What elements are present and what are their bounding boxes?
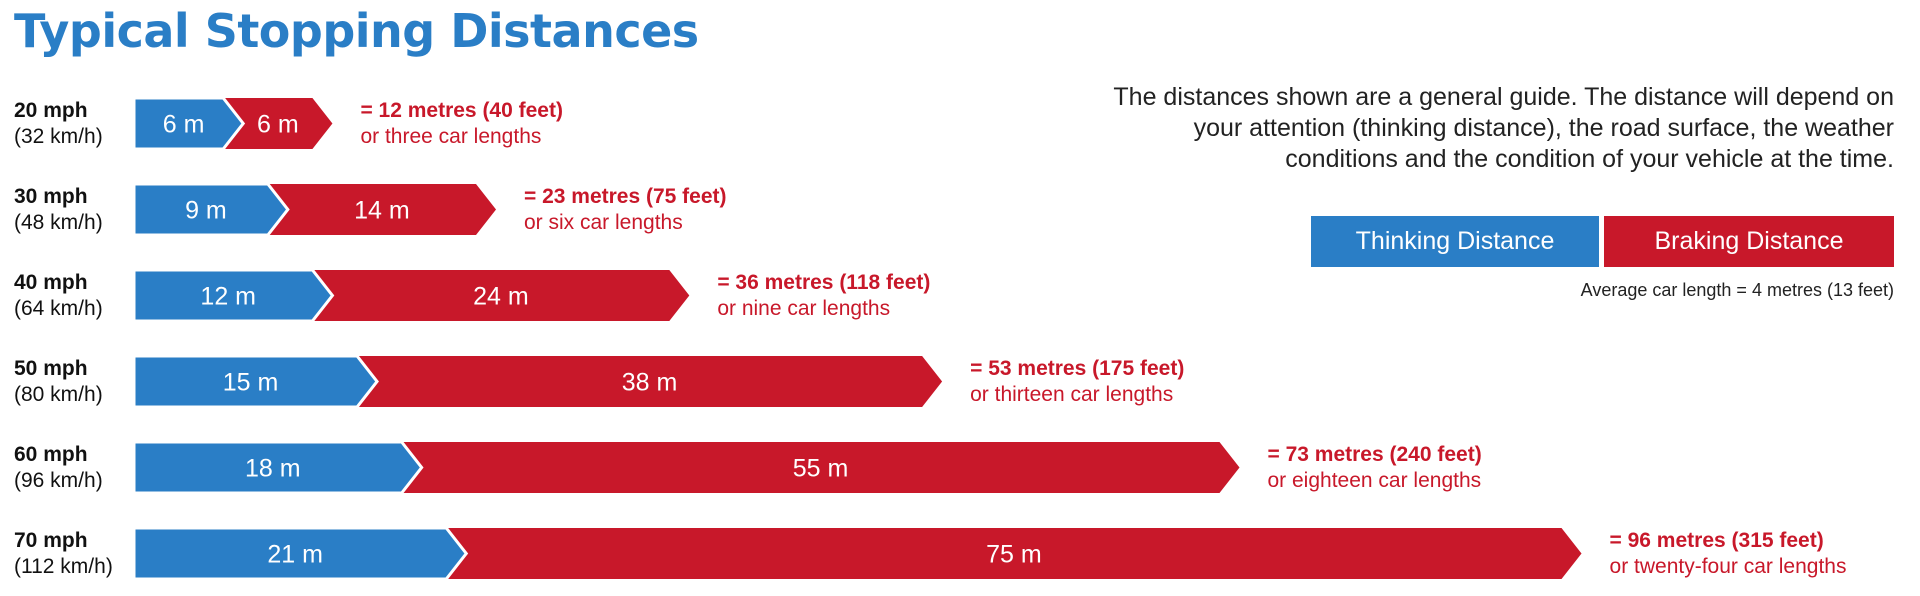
thinking-distance-bar bbox=[132, 268, 335, 323]
total-distance-label: = 96 metres (315 feet) bbox=[1610, 529, 1824, 552]
thinking-distance-label: 15 m bbox=[223, 369, 279, 397]
car-lengths-label: or three car lengths bbox=[360, 125, 541, 148]
braking-distance-label: 38 m bbox=[622, 369, 678, 397]
speed-kmh-label: (80 km/h) bbox=[14, 383, 103, 406]
braking-distance-label: 75 m bbox=[986, 541, 1042, 569]
legend: Thinking Distance Braking Distance bbox=[1311, 216, 1894, 267]
thinking-distance-label: 21 m bbox=[267, 541, 323, 569]
thinking-distance-label: 12 m bbox=[200, 283, 256, 311]
car-lengths-label: or thirteen car lengths bbox=[970, 383, 1173, 406]
speed-label: 70 mph bbox=[14, 529, 88, 552]
total-distance-label: = 73 metres (240 feet) bbox=[1268, 443, 1482, 466]
legend-thinking-distance: Thinking Distance bbox=[1311, 216, 1599, 267]
braking-distance-label: 6 m bbox=[257, 111, 299, 139]
speed-label: 40 mph bbox=[14, 271, 88, 294]
guide-note: The distances shown are a general guide.… bbox=[1113, 83, 1894, 173]
braking-distance-bar bbox=[223, 98, 333, 149]
braking-distance-bar bbox=[312, 270, 690, 321]
car-lengths-label: or eighteen car lengths bbox=[1268, 469, 1482, 492]
thinking-distance-bar bbox=[132, 440, 424, 495]
braking-distance-label: 14 m bbox=[354, 197, 410, 225]
total-distance-label: = 36 metres (118 feet) bbox=[717, 271, 930, 294]
thinking-distance-label: 6 m bbox=[163, 111, 205, 139]
speed-kmh-label: (48 km/h) bbox=[14, 211, 103, 234]
thinking-distance-bar bbox=[132, 96, 246, 151]
braking-distance-label: 55 m bbox=[793, 455, 849, 483]
thinking-distance-bar bbox=[132, 354, 379, 409]
braking-distance-bar bbox=[446, 528, 1582, 579]
braking-distance-bar bbox=[267, 184, 497, 235]
car-lengths-label: or nine car lengths bbox=[717, 297, 890, 320]
total-distance-label: = 12 metres (40 feet) bbox=[360, 99, 563, 122]
speed-label: 30 mph bbox=[14, 185, 88, 208]
speed-label: 20 mph bbox=[14, 99, 88, 122]
braking-distance-bar bbox=[401, 442, 1240, 493]
braking-distance-bar bbox=[357, 356, 943, 407]
braking-distance-label: 24 m bbox=[473, 283, 529, 311]
thinking-distance-bar bbox=[132, 182, 290, 237]
thinking-distance-label: 9 m bbox=[185, 197, 227, 225]
speed-kmh-label: (32 km/h) bbox=[14, 125, 103, 148]
car-lengths-label: or six car lengths bbox=[524, 211, 683, 234]
thinking-distance-label: 18 m bbox=[245, 455, 301, 483]
car-lengths-label: or twenty-four car lengths bbox=[1610, 555, 1847, 578]
speed-kmh-label: (112 km/h) bbox=[14, 555, 113, 578]
chart-title: Typical Stopping Distances bbox=[14, 4, 699, 58]
average-car-length-note: Average car length = 4 metres (13 feet) bbox=[1580, 280, 1894, 300]
speed-label: 50 mph bbox=[14, 357, 88, 380]
speed-kmh-label: (64 km/h) bbox=[14, 297, 103, 320]
speed-kmh-label: (96 km/h) bbox=[14, 469, 103, 492]
total-distance-label: = 23 metres (75 feet) bbox=[524, 185, 727, 208]
total-distance-label: = 53 metres (175 feet) bbox=[970, 357, 1184, 380]
legend-braking-distance: Braking Distance bbox=[1604, 216, 1894, 267]
speed-label: 60 mph bbox=[14, 443, 88, 466]
thinking-distance-bar bbox=[132, 526, 469, 581]
